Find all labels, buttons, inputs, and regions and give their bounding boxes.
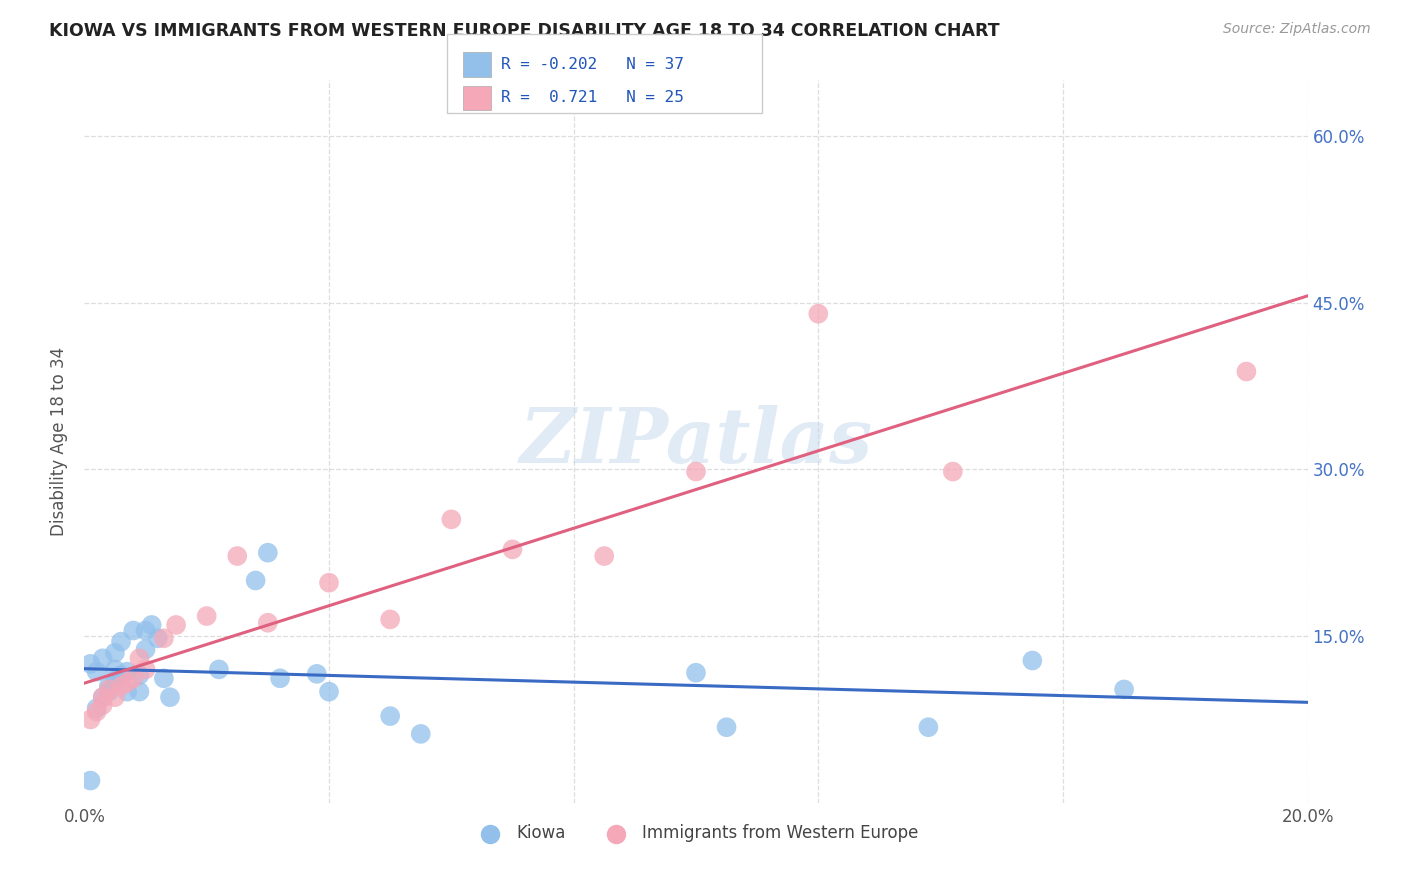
Point <box>245 574 267 588</box>
Point <box>502 542 524 557</box>
Point <box>440 512 463 526</box>
Point <box>159 690 181 705</box>
Point <box>269 671 291 685</box>
Point <box>135 662 157 676</box>
Text: ZIPatlas: ZIPatlas <box>519 405 873 478</box>
Point <box>122 671 145 685</box>
Point <box>91 698 114 712</box>
Point <box>122 624 145 638</box>
Legend: Kiowa, Immigrants from Western Europe: Kiowa, Immigrants from Western Europe <box>467 817 925 848</box>
Point <box>380 709 402 723</box>
Y-axis label: Disability Age 18 to 34: Disability Age 18 to 34 <box>51 347 69 536</box>
Point <box>380 612 402 626</box>
Point <box>942 465 965 479</box>
Point <box>593 549 616 563</box>
Point <box>104 646 127 660</box>
Point <box>128 684 150 698</box>
Point <box>208 662 231 676</box>
Point <box>128 668 150 682</box>
Point <box>1114 682 1136 697</box>
Point <box>97 679 120 693</box>
Point <box>917 720 939 734</box>
Point <box>257 546 280 560</box>
Point <box>115 684 138 698</box>
Point <box>110 679 132 693</box>
Point <box>257 615 280 630</box>
Text: R =  0.721   N = 25: R = 0.721 N = 25 <box>501 90 683 105</box>
Point <box>153 671 176 685</box>
Point <box>104 690 127 705</box>
Point <box>409 727 432 741</box>
Point <box>115 675 138 690</box>
Point <box>104 662 127 676</box>
Point <box>195 609 218 624</box>
Point <box>86 665 108 679</box>
Point <box>91 690 114 705</box>
Point <box>79 657 101 671</box>
Point <box>110 634 132 648</box>
Point <box>153 632 176 646</box>
Point <box>135 624 157 638</box>
Text: KIOWA VS IMMIGRANTS FROM WESTERN EUROPE DISABILITY AGE 18 TO 34 CORRELATION CHAR: KIOWA VS IMMIGRANTS FROM WESTERN EUROPE … <box>49 22 1000 40</box>
Point <box>305 666 328 681</box>
Point <box>110 668 132 682</box>
Point <box>685 665 707 680</box>
Point <box>165 618 187 632</box>
Point <box>91 690 114 705</box>
Point <box>91 651 114 665</box>
Text: R = -0.202   N = 37: R = -0.202 N = 37 <box>501 57 683 72</box>
Point <box>128 651 150 665</box>
Point <box>1236 364 1258 378</box>
Text: Source: ZipAtlas.com: Source: ZipAtlas.com <box>1223 22 1371 37</box>
Point <box>716 720 738 734</box>
Point <box>141 618 163 632</box>
Point <box>97 682 120 697</box>
Point <box>807 307 830 321</box>
Point <box>226 549 249 563</box>
Point <box>86 705 108 719</box>
Point <box>146 632 169 646</box>
Point <box>318 684 340 698</box>
Point <box>79 713 101 727</box>
Point <box>135 642 157 657</box>
Point <box>104 673 127 688</box>
Point <box>685 465 707 479</box>
Point <box>1021 653 1043 667</box>
Point <box>79 773 101 788</box>
Point <box>318 575 340 590</box>
Point <box>115 665 138 679</box>
Point <box>86 701 108 715</box>
Point <box>97 684 120 698</box>
